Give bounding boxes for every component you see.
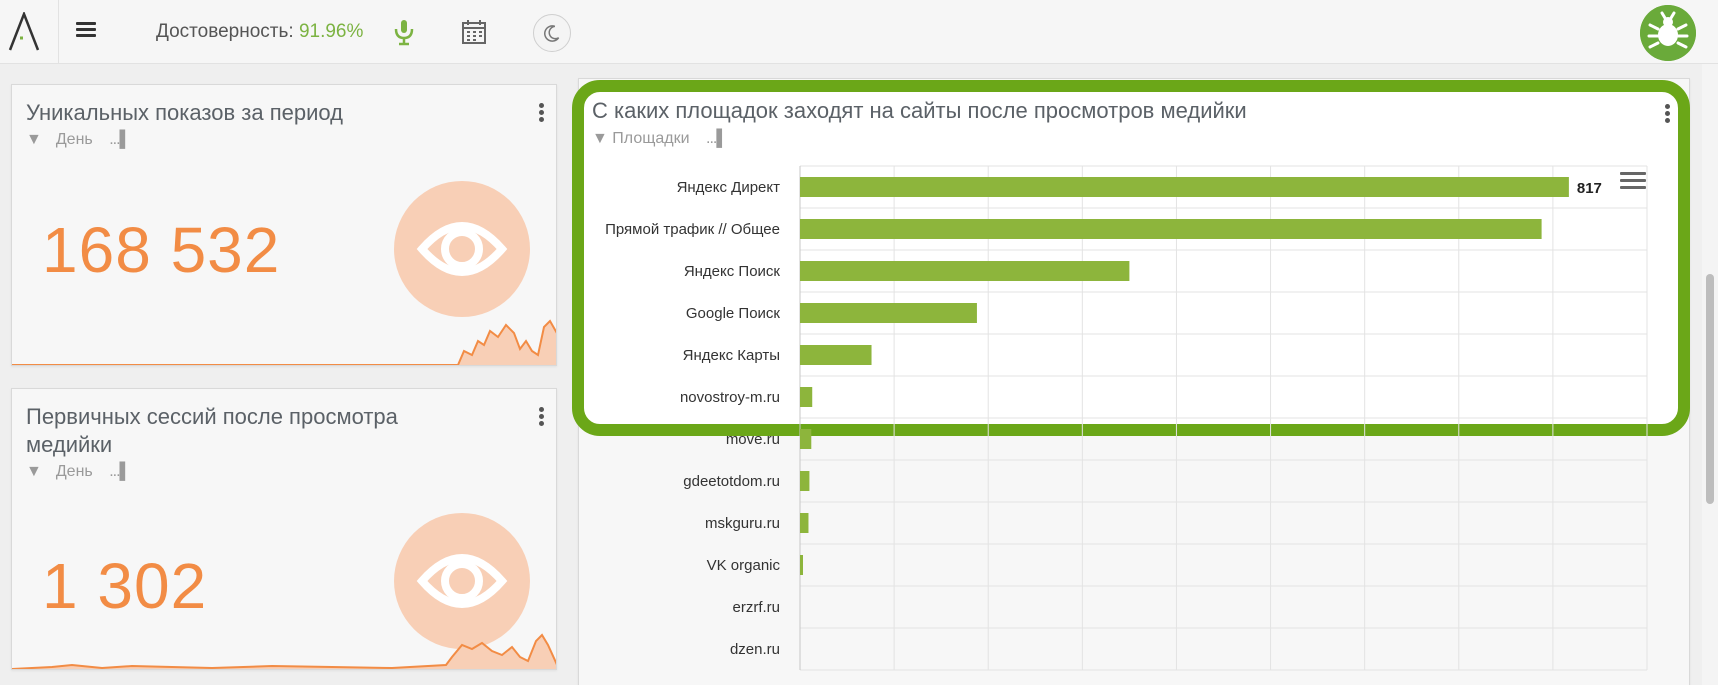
topbar-divider (58, 0, 59, 64)
bar (800, 219, 1542, 239)
chart-export-menu-icon[interactable] (1620, 172, 1646, 194)
kebab-menu-icon[interactable] (536, 103, 546, 125)
category-label: VK organic (707, 557, 781, 574)
filter-label: День (55, 463, 93, 480)
reliability-label: Достоверность: (156, 21, 294, 42)
card-title-line: медийки (26, 432, 113, 457)
sparkline (12, 633, 556, 669)
category-label: gdeetotdom.ru (683, 473, 780, 490)
bar (800, 177, 1569, 197)
card-title: Первичных сессий после просмотра медийки (26, 403, 398, 459)
calendar-icon[interactable] (458, 16, 490, 48)
bar (800, 429, 812, 449)
category-label: Google Поиск (686, 305, 781, 322)
category-label: Яндекс Карты (683, 347, 780, 364)
chart-filter[interactable]: ▼ Площадки ...▌ (592, 130, 728, 148)
scrollbar-thumb[interactable] (1706, 274, 1714, 504)
category-label: Яндекс Директ (677, 179, 781, 196)
logo-icon[interactable] (8, 12, 40, 52)
eye-icon (394, 181, 530, 317)
bar (800, 513, 809, 533)
reliability-indicator: Достоверность: 91.96% (156, 21, 363, 43)
category-label: erzrf.ru (732, 599, 780, 616)
microphone-icon[interactable] (388, 16, 420, 48)
card-filter[interactable]: ▼ День ...▌ (26, 131, 131, 149)
reliability-value: 91.96% (298, 21, 364, 42)
card-filter[interactable]: ▼ День ...▌ (26, 463, 131, 481)
card-title: Уникальных показов за период (26, 100, 343, 125)
filter-icon: ▼ (26, 463, 42, 480)
bar (800, 471, 810, 491)
card-title-line: Первичных сессий после просмотра (26, 404, 398, 429)
category-label: novostroy-m.ru (680, 389, 780, 406)
category-label: mskguru.ru (705, 515, 780, 532)
top-bar: Достоверность: 91.96% (0, 0, 1718, 64)
chart-type-icon: ...▌ (109, 463, 131, 480)
category-label: dzen.ru (730, 641, 780, 658)
category-label: move.ru (726, 431, 780, 448)
metric-value: 168 532 (42, 214, 281, 286)
sparkline (12, 319, 556, 365)
bar (800, 261, 1130, 281)
category-label: Яндекс Поиск (684, 263, 781, 280)
kebab-menu-icon[interactable] (1662, 104, 1672, 126)
moon-icon[interactable] (533, 14, 571, 52)
filter-label: Площадки (612, 130, 690, 147)
bar (800, 345, 872, 365)
chart-type-icon: ...▌ (706, 130, 728, 147)
card-unique-impressions: Уникальных показов за период ▼ День ...▌ … (11, 84, 557, 366)
bug-icon[interactable] (1640, 5, 1696, 61)
filter-icon: ▼ (26, 131, 42, 148)
menu-icon[interactable] (76, 22, 96, 40)
bar (800, 555, 803, 575)
filter-label: День (55, 131, 93, 148)
filter-icon: ▼ (592, 130, 608, 147)
highlight-frame (572, 80, 1690, 436)
data-label: 817 (1577, 180, 1602, 197)
bar (800, 387, 813, 407)
bar (800, 303, 977, 323)
card-primary-sessions: Первичных сессий после просмотра медийки… (11, 388, 557, 670)
eye-icon (394, 513, 530, 649)
chart-title: С каких площадок заходят на сайты после … (592, 98, 1247, 123)
chart-type-icon: ...▌ (109, 131, 131, 148)
page-scrollbar[interactable] (1702, 64, 1718, 685)
category-label: Прямой трафик // Общее (605, 221, 780, 238)
kebab-menu-icon[interactable] (536, 407, 546, 429)
metric-value: 1 302 (42, 550, 208, 622)
